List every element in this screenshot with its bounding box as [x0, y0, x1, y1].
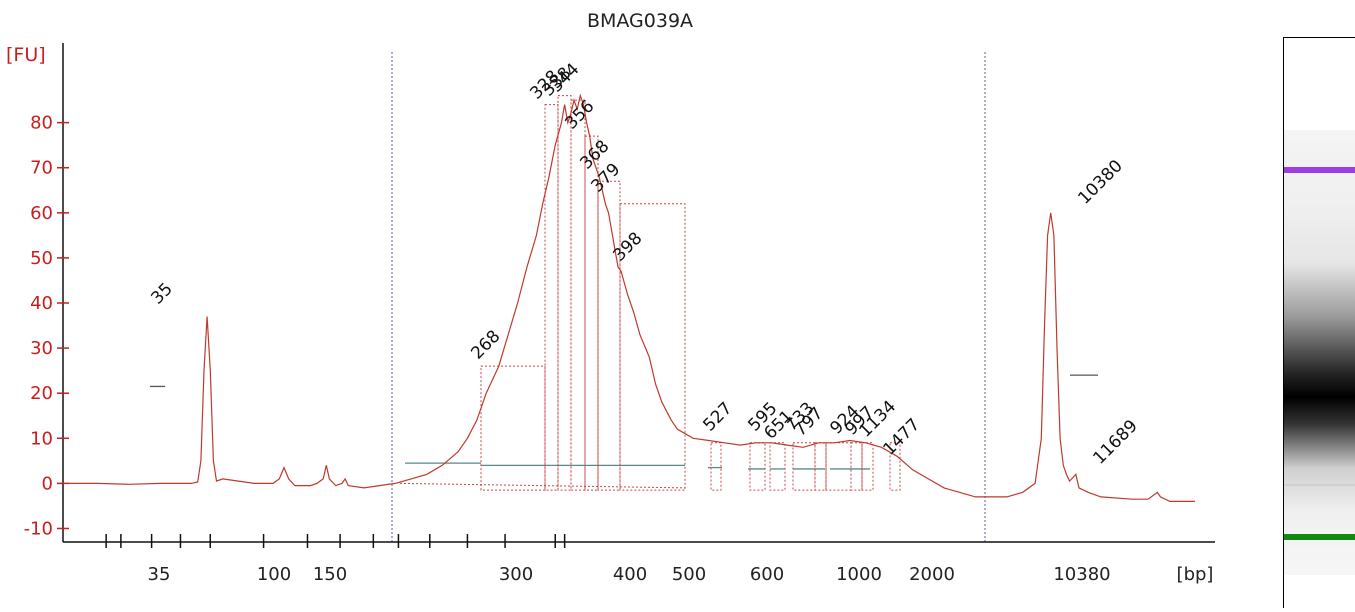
peak-label-527: 527 [699, 398, 736, 435]
peak-region-box [814, 442, 827, 491]
y-tick-label: 60 [30, 203, 53, 224]
y-tick-label: 0 [42, 473, 53, 494]
x-tick-label: 500 [672, 564, 706, 585]
gel-image-panel [1283, 37, 1355, 608]
y-tick-label: 40 [30, 293, 53, 314]
reference-lines [391, 52, 986, 542]
x-tick-label: 300 [499, 564, 533, 585]
peak-region-box [825, 442, 852, 491]
chart-title: BMAG039A [587, 10, 693, 32]
peak-label-268: 268 [467, 326, 504, 363]
lower-marker-label: 35 [147, 279, 176, 308]
peak-region-box [597, 180, 621, 491]
y-axis: -10 0 10 20 30 40 50 60 70 80 [24, 43, 69, 542]
peak-label-11689: 11689 [1089, 416, 1141, 468]
x-axis: 35 100 150 300 400 500 600 1000 2000 10380 [bp] [63, 534, 1215, 585]
y-axis-label: [FU] [6, 44, 46, 66]
trace [66, 93, 1195, 502]
peak-region-box [710, 442, 722, 491]
y-tick-label: 10 [30, 428, 53, 449]
y-tick-label: -10 [24, 518, 53, 539]
x-tick-label: 1000 [836, 564, 882, 585]
peak-region-box [889, 442, 901, 491]
x-tick-label: 2000 [909, 564, 955, 585]
gel-lane-smear [1284, 130, 1355, 575]
peak-label-398: 398 [609, 228, 646, 265]
peak-region-box [480, 365, 546, 491]
region-bars [150, 95, 1098, 491]
x-tick-label: 10380 [1053, 564, 1110, 585]
y-tick-label: 30 [30, 338, 53, 359]
peak-region-box [570, 99, 586, 491]
peak-region-box [557, 95, 572, 491]
upper-marker-label: 10380 [1074, 156, 1126, 208]
x-tick-label: 100 [257, 564, 291, 585]
peak-label-356: 356 [561, 96, 598, 133]
lower-marker-band [1284, 534, 1355, 540]
peak-region-box [850, 442, 863, 491]
upper-marker-band [1284, 167, 1355, 173]
peak-region-box [861, 442, 874, 491]
y-tick-label: 20 [30, 383, 53, 404]
dashed-baseline [399, 482, 686, 489]
y-tick-label: 80 [30, 113, 53, 134]
y-tick-label: 70 [30, 158, 53, 179]
x-tick-label: [bp] [1177, 564, 1214, 585]
y-tick-label: 50 [30, 248, 53, 269]
peak-region-box [792, 442, 816, 491]
faint-band [1284, 484, 1355, 486]
x-tick-label: 35 [148, 564, 171, 585]
peak-region-box [619, 203, 686, 491]
peak-region-box [749, 442, 766, 491]
x-tick-label: 600 [750, 564, 784, 585]
trace-line [66, 93, 1195, 502]
x-tick-label: 400 [613, 564, 647, 585]
peak-region-box [769, 442, 786, 491]
gel-lane [1284, 130, 1355, 575]
x-tick-label: 150 [313, 564, 347, 585]
